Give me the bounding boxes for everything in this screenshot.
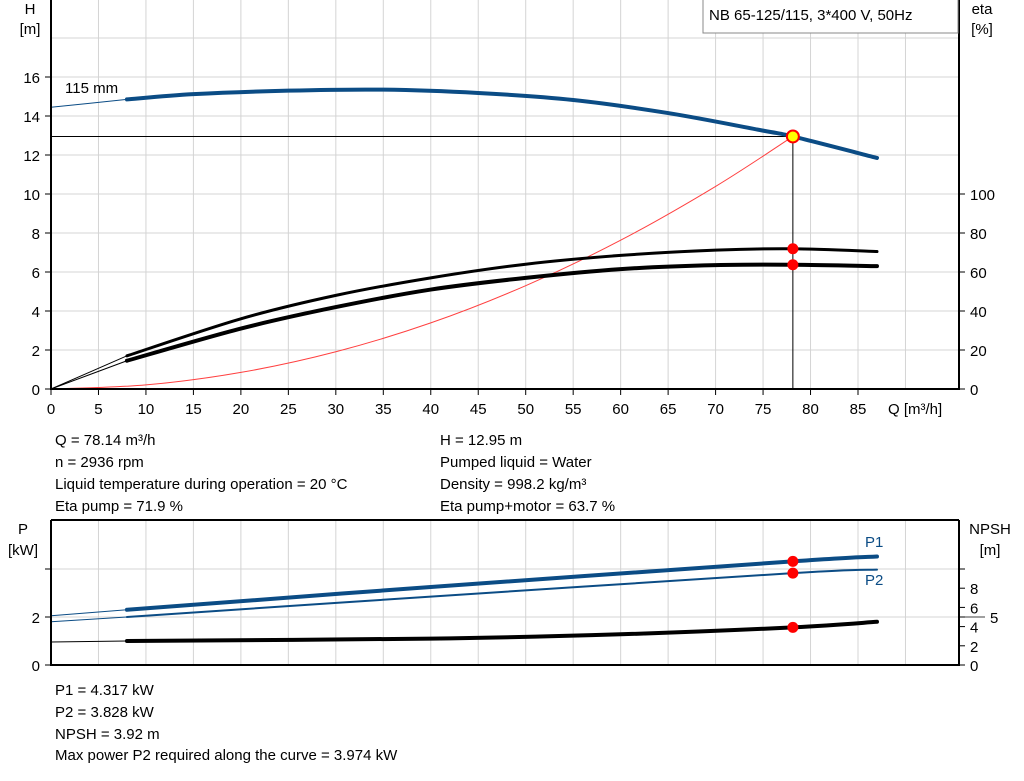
- p2-point: [787, 567, 799, 579]
- info-head: H = 12.95 m: [440, 432, 522, 449]
- eta-tick-label: 40: [970, 304, 987, 321]
- p1-point: [787, 555, 799, 567]
- npsh-tick-label: 8: [970, 581, 978, 598]
- eta-pump-curve-extension: [50, 355, 128, 390]
- q-tick-label: 65: [660, 401, 677, 418]
- eta-axis-label: eta: [972, 1, 994, 18]
- eta-tick-label: 60: [970, 265, 987, 282]
- npsh-tick-label: 5: [990, 610, 998, 627]
- eta-axis-unit: [%]: [971, 21, 993, 38]
- eta-pump-curve: [125, 247, 879, 358]
- h-axis-label: H: [25, 1, 36, 18]
- h-tick-label: 10: [23, 187, 40, 204]
- info-speed: n = 2936 rpm: [55, 454, 144, 471]
- npsh-tick-label: 4: [970, 620, 978, 637]
- info-density: Density = 998.2 kg/m³: [440, 476, 586, 493]
- p1-curve-extension: [50, 609, 127, 617]
- eta-pump-motor-point: [787, 259, 799, 271]
- eta-tick-label: 0: [970, 382, 978, 399]
- chart-title: NB 65-125/115, 3*400 V, 50Hz: [709, 7, 912, 24]
- q-tick-label: 80: [802, 401, 819, 418]
- q-tick-label: 55: [565, 401, 582, 418]
- info-block-power: P1 = 4.317 kW P2 = 3.828 kW NPSH = 3.92 …: [55, 682, 398, 764]
- info-temperature: Liquid temperature during operation = 20…: [55, 476, 348, 493]
- h-tick-label: 16: [23, 70, 40, 87]
- curves: [50, 87, 879, 643]
- q-tick-label: 20: [233, 401, 250, 418]
- q-tick-label: 60: [612, 401, 629, 418]
- npsh-tick-label: 0: [970, 658, 978, 675]
- axes: 0 5 10 15 20 25 30 35 40 45 50 55 60 65 70 75 80 85024681…: [23, 0, 998, 675]
- q-tick-label: 0: [47, 401, 55, 418]
- info-eta-pump-motor: Eta pump+motor = 63.7 %: [440, 498, 615, 515]
- q-tick-label: 35: [375, 401, 392, 418]
- info-block-operating-point: Q = 78.14 m³/h n = 2936 rpm Liquid tempe…: [55, 432, 615, 515]
- q-tick-label: 25: [280, 401, 297, 418]
- q-tick-label: 45: [470, 401, 487, 418]
- p2-curve-extension: [50, 616, 127, 623]
- eta-tick-label: 20: [970, 343, 987, 360]
- npsh-curve-extension: [50, 640, 127, 643]
- h-tick-label: 0: [32, 382, 40, 399]
- info-p2: P2 = 3.828 kW: [55, 704, 155, 721]
- h-tick-label: 8: [32, 226, 40, 243]
- h-tick-label: 12: [23, 148, 40, 165]
- head-curve: [124, 87, 879, 160]
- h-axis-unit: [m]: [20, 21, 41, 38]
- q-tick-label: 5: [94, 401, 102, 418]
- p1-curve: [124, 554, 879, 612]
- npsh-axis-unit: [m]: [980, 542, 1001, 559]
- q-tick-label: 10: [138, 401, 155, 418]
- p2-curve: [125, 568, 878, 618]
- npsh-curve: [124, 619, 879, 643]
- duty-point: [785, 129, 800, 144]
- h-tick-label: 14: [23, 109, 40, 126]
- p-axis-label: P: [18, 521, 28, 538]
- eta-pump-motor-curve-extension: [50, 360, 128, 390]
- info-eta-pump: Eta pump = 71.9 %: [55, 498, 183, 515]
- q-tick-label: 75: [755, 401, 772, 418]
- q-tick-label: 85: [850, 401, 867, 418]
- eta-pump-motor-curve: [124, 262, 879, 363]
- h-tick-label: 4: [32, 304, 40, 321]
- p-axis-unit: [kW]: [8, 542, 38, 559]
- q-tick-label: 50: [517, 401, 534, 418]
- p-tick-label: 2: [32, 610, 40, 627]
- npsh-point: [787, 621, 799, 633]
- h-tick-label: 6: [32, 265, 40, 282]
- npsh-axis-label: NPSH: [969, 521, 1011, 538]
- info-flow: Q = 78.14 m³/h: [55, 432, 155, 449]
- curve-label-115mm: 115 mm: [65, 80, 118, 97]
- eta-tick-label: 100: [970, 187, 995, 204]
- info-max-p2: Max power P2 required along the curve = …: [55, 747, 398, 764]
- p2-label: P2: [865, 572, 883, 589]
- q-tick-label: 30: [327, 401, 344, 418]
- top-grid: [51, 0, 959, 389]
- q-tick-label: 70: [707, 401, 724, 418]
- p-tick-label: 0: [32, 658, 40, 675]
- npsh-tick-label: 6: [970, 600, 978, 617]
- head-curve-extension: [50, 98, 128, 108]
- q-axis-label: Q [m³/h]: [888, 401, 942, 418]
- npsh-tick-label: 2: [970, 639, 978, 656]
- p1-label: P1: [865, 534, 883, 551]
- system-curve: [50, 136, 794, 390]
- info-npsh: NPSH = 3.92 m: [55, 726, 160, 743]
- title-box: [702, 0, 959, 34]
- h-tick-label: 2: [32, 343, 40, 360]
- eta-pump-point: [787, 243, 799, 255]
- eta-tick-label: 80: [970, 226, 987, 243]
- info-liquid: Pumped liquid = Water: [440, 454, 592, 471]
- q-tick-label: 15: [185, 401, 202, 418]
- info-p1: P1 = 4.317 kW: [55, 682, 155, 699]
- q-tick-label: 40: [422, 401, 439, 418]
